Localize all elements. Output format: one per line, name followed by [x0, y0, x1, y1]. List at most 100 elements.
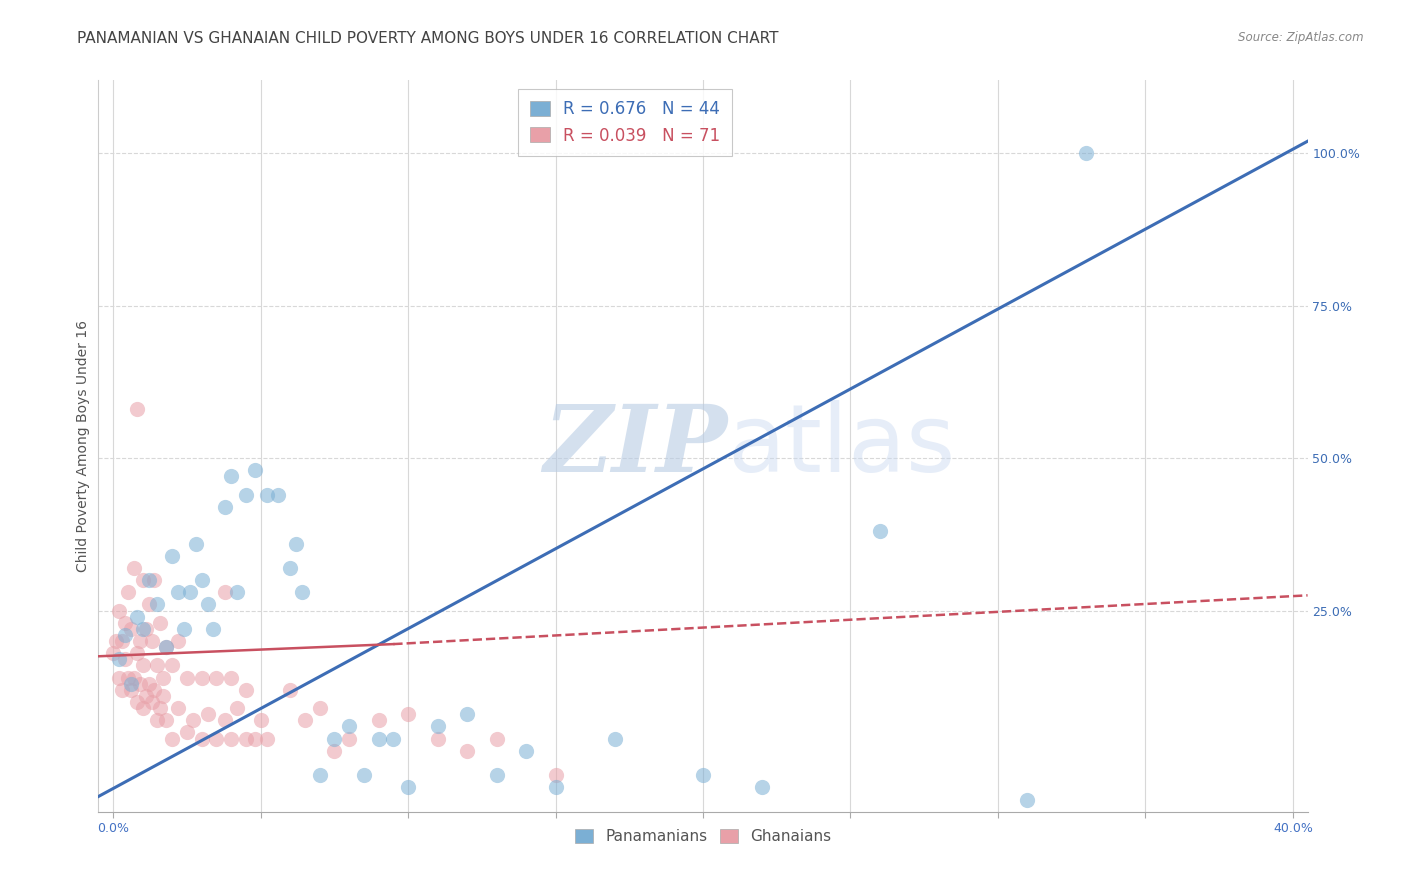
Point: [152, 689, 174, 703]
Point: [111, 682, 134, 697]
Point: [120, 676, 142, 690]
Point: [138, 598, 160, 612]
Point: [426, 719, 449, 733]
Point: [114, 628, 136, 642]
Point: [323, 731, 346, 746]
Point: [160, 549, 183, 563]
Point: [131, 658, 153, 673]
Point: [249, 714, 271, 728]
Text: PANAMANIAN VS GHANAIAN CHILD POVERTY AMONG BOYS UNDER 16 CORRELATION CHART: PANAMANIAN VS GHANAIAN CHILD POVERTY AMO…: [77, 31, 779, 46]
Point: [214, 585, 236, 599]
Point: [485, 768, 508, 782]
Point: [160, 658, 183, 673]
Point: [101, 646, 124, 660]
Point: [146, 598, 169, 612]
Point: [108, 652, 131, 666]
Point: [120, 682, 142, 697]
Point: [256, 488, 278, 502]
Point: [114, 615, 136, 630]
Point: [141, 634, 163, 648]
Point: [294, 714, 316, 728]
Point: [426, 731, 449, 746]
Point: [167, 634, 190, 648]
Point: [751, 780, 773, 795]
Point: [291, 585, 314, 599]
Point: [167, 701, 190, 715]
Point: [235, 731, 257, 746]
Point: [396, 707, 419, 722]
Point: [179, 585, 201, 599]
Point: [176, 671, 198, 685]
Point: [155, 714, 177, 728]
Point: [285, 536, 308, 550]
Point: [267, 488, 290, 502]
Point: [382, 731, 405, 746]
Point: [197, 598, 219, 612]
Text: atlas: atlas: [727, 400, 956, 492]
Point: [138, 676, 160, 690]
Point: [167, 585, 190, 599]
Point: [190, 573, 212, 587]
Point: [122, 671, 145, 685]
Point: [190, 671, 212, 685]
Point: [105, 634, 128, 648]
Point: [1017, 792, 1039, 806]
Point: [243, 731, 266, 746]
Point: [135, 689, 157, 703]
Point: [155, 640, 177, 655]
Point: [219, 469, 242, 483]
Point: [456, 707, 478, 722]
Point: [485, 731, 508, 746]
Point: [692, 768, 714, 782]
Point: [111, 634, 134, 648]
Text: ZIP: ZIP: [543, 401, 727, 491]
Point: [603, 731, 626, 746]
Point: [149, 615, 172, 630]
Point: [160, 731, 183, 746]
Point: [146, 658, 169, 673]
Point: [396, 780, 419, 795]
Point: [278, 561, 301, 575]
Point: [219, 671, 242, 685]
Point: [308, 768, 330, 782]
Point: [197, 707, 219, 722]
Point: [226, 701, 249, 715]
Point: [219, 731, 242, 746]
Point: [190, 731, 212, 746]
Point: [117, 671, 139, 685]
Point: [125, 609, 148, 624]
Point: [337, 719, 360, 733]
Point: [146, 714, 169, 728]
Point: [173, 622, 195, 636]
Point: [176, 725, 198, 739]
Point: [143, 573, 166, 587]
Point: [131, 622, 153, 636]
Point: [122, 561, 145, 575]
Point: [120, 622, 142, 636]
Point: [141, 695, 163, 709]
Point: [131, 701, 153, 715]
Point: [308, 701, 330, 715]
Point: [205, 671, 228, 685]
Point: [367, 714, 389, 728]
Point: [337, 731, 360, 746]
Point: [114, 652, 136, 666]
Point: [117, 585, 139, 599]
Point: [323, 744, 346, 758]
Point: [125, 695, 148, 709]
Text: Source: ZipAtlas.com: Source: ZipAtlas.com: [1239, 31, 1364, 45]
Point: [131, 573, 153, 587]
Point: [353, 768, 375, 782]
Legend: Panamanians, Ghanaians: Panamanians, Ghanaians: [567, 822, 839, 852]
Point: [108, 671, 131, 685]
Point: [128, 634, 150, 648]
Point: [152, 671, 174, 685]
Point: [243, 463, 266, 477]
Point: [278, 682, 301, 697]
Point: [205, 731, 228, 746]
Point: [202, 622, 225, 636]
Point: [149, 701, 172, 715]
Point: [138, 573, 160, 587]
Point: [869, 524, 891, 539]
Point: [214, 500, 236, 514]
